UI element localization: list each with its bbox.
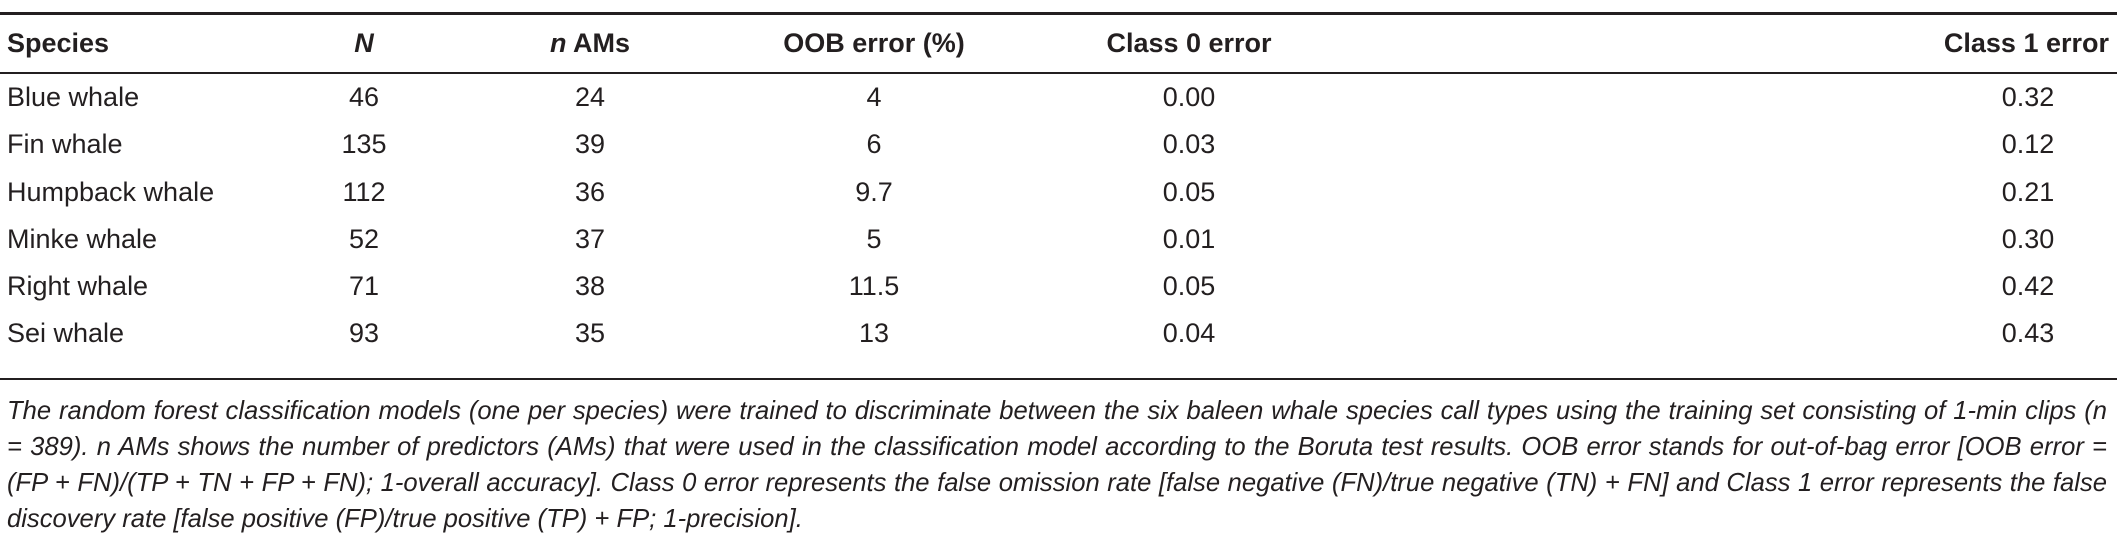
cell-species: Right whale	[7, 271, 149, 302]
cell-species: Fin whale	[7, 129, 123, 160]
cell-oob-error: 13	[858, 318, 890, 349]
cell-n: 93	[348, 318, 380, 349]
cell-oob-error: 5	[866, 223, 882, 254]
table-bottom-rule	[0, 378, 2117, 380]
cell-class1-error: 0.43	[2001, 318, 2055, 349]
header-species: Species	[7, 28, 110, 58]
cell-oob-error: 9.7	[855, 176, 893, 207]
header-class0-error: Class 0 error	[1106, 28, 1272, 58]
cell-n-ams: 24	[574, 82, 606, 112]
cell-n: 52	[348, 223, 380, 254]
table-top-rule	[0, 12, 2117, 15]
header-n-label: N	[354, 28, 374, 58]
table-row: Sei whale 93 35 13 0.04 0.43	[0, 310, 2117, 357]
cell-class0-error: 0.05	[1162, 271, 1216, 302]
header-n-ams: n AMs	[550, 15, 630, 72]
cell-class0-error: 0.03	[1162, 129, 1216, 160]
cell-class1-error: 0.32	[2001, 82, 2055, 112]
cell-n-ams: 36	[574, 176, 606, 207]
table-footnote: The random forest classification models …	[7, 397, 2107, 533]
header-n: N	[354, 15, 374, 72]
table-row: Humpback whale 112 36 9.7 0.05 0.21	[0, 169, 2117, 216]
table-row: Minke whale 52 37 5 0.01 0.30	[0, 216, 2117, 263]
cell-n-ams: 37	[574, 223, 606, 254]
table-header-rule	[0, 72, 2117, 74]
cell-oob-error: 4	[866, 82, 882, 112]
cell-species: Sei whale	[7, 318, 125, 349]
cell-class1-error: 0.42	[2001, 271, 2055, 302]
cell-n: 71	[348, 271, 380, 302]
cell-oob-error: 11.5	[848, 271, 900, 302]
table-header-row: Species N n AMs OOB error (%) Class 0 er…	[0, 15, 2117, 72]
cell-class0-error: 0.05	[1162, 176, 1216, 207]
cell-class0-error: 0.00	[1162, 82, 1216, 112]
cell-class1-error: 0.30	[2001, 223, 2055, 254]
cell-species: Minke whale	[7, 223, 158, 254]
table-row: Fin whale 135 39 6 0.03 0.12	[0, 121, 2117, 168]
cell-class1-error: 0.21	[2001, 176, 2055, 207]
header-class1-error: Class 1 error	[1943, 28, 2109, 58]
table-body: Blue whale 46 24 4 0.00 0.32 Fin whale 1…	[0, 74, 2117, 358]
cell-oob-error: 6	[866, 129, 882, 160]
header-n-ams-label: AMs	[566, 28, 631, 58]
cell-species: Blue whale	[7, 82, 140, 112]
cell-n-ams: 38	[574, 271, 606, 302]
cell-n: 112	[342, 176, 386, 207]
cell-class0-error: 0.01	[1162, 223, 1216, 254]
table-row: Blue whale 46 24 4 0.00 0.32	[0, 74, 2117, 121]
header-n-ams-italic: n	[549, 28, 567, 58]
cell-n: 135	[341, 129, 387, 160]
table-row: Right whale 71 38 11.5 0.05 0.42	[0, 263, 2117, 310]
cell-n-ams: 39	[574, 129, 606, 160]
cell-n: 46	[348, 82, 380, 112]
cell-class0-error: 0.04	[1162, 318, 1216, 349]
cell-species: Humpback whale	[7, 176, 215, 207]
cell-class1-error: 0.12	[2001, 129, 2055, 160]
cell-n-ams: 35	[574, 318, 606, 349]
header-oob-error: OOB error (%)	[783, 28, 965, 58]
